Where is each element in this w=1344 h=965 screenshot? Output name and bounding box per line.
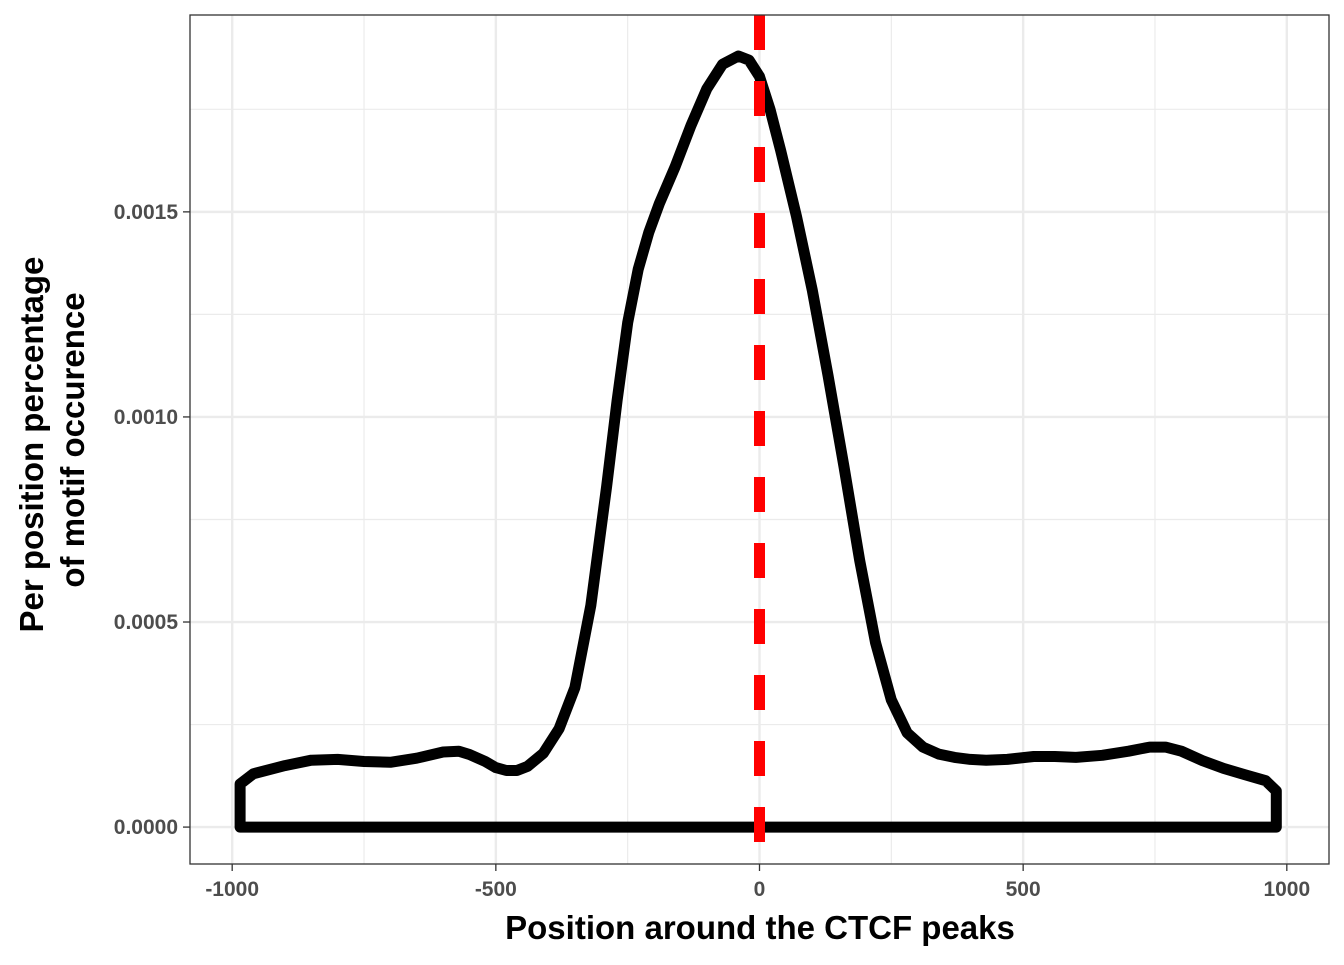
x-tick-label: 0 — [754, 878, 766, 901]
y-axis-title-line-2: of motif occurence — [54, 292, 91, 587]
density-curve — [234, 50, 1282, 833]
data-layer — [234, 15, 1282, 864]
x-axis-title: Position around the CTCF peaks — [505, 909, 1015, 946]
x-tick-label: -500 — [475, 878, 517, 901]
y-tick-label: 0.0005 — [114, 611, 179, 634]
x-tick-label: 1000 — [1263, 878, 1310, 901]
x-tick-label: 500 — [1006, 878, 1041, 901]
x-tick-label: -1000 — [205, 878, 259, 901]
tick-layer: -1000 -500 0 500 1000 0.0000 0.0005 0.0010 0.001… — [114, 201, 1310, 901]
y-axis-title: Per position percentage of motif occuren… — [13, 247, 91, 632]
y-tick-label: 0.0000 — [114, 816, 178, 839]
y-axis-title-line-1: Per position percentage — [13, 257, 50, 633]
y-tick-label: 0.0010 — [114, 406, 178, 429]
y-tick-label: 0.0015 — [114, 201, 179, 224]
